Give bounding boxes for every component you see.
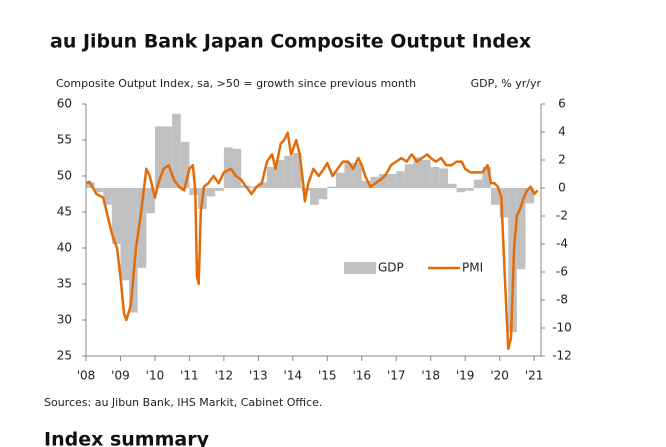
gdp-bar: [258, 182, 267, 188]
gdp-bar: [137, 188, 147, 268]
gdp-bar: [215, 188, 224, 191]
gdp-bar: [465, 188, 474, 191]
gdp-bar: [120, 188, 130, 281]
gdp-bar: [430, 167, 440, 188]
gdp-bar: [206, 188, 216, 197]
x-tick-label: '08: [77, 369, 96, 383]
gdp-bar: [378, 174, 388, 188]
y-tick-label: 35: [57, 277, 72, 291]
x-tick-label: '15: [318, 369, 337, 383]
x-tick-label: '14: [284, 369, 303, 383]
gdp-bar: [387, 174, 397, 188]
x-tick-label: '11: [180, 369, 199, 383]
x-tick-label: '18: [421, 369, 440, 383]
source: Sources: au Jibun Bank, IHS Markit, Cabi…: [44, 396, 322, 409]
y-tick-label: 45: [57, 205, 72, 219]
x-tick-label: '21: [525, 369, 544, 383]
gdp-bar: [473, 179, 483, 188]
gdp-bar: [439, 168, 448, 188]
y-axis-label: Composite Output Index, sa, >50 = growth…: [56, 77, 416, 90]
y-tick-label: 40: [57, 241, 72, 255]
gdp-bar: [482, 167, 492, 188]
gdp-bar: [318, 188, 328, 200]
gdp-bar: [335, 172, 345, 188]
y-tick-label: 60: [57, 97, 72, 111]
x-tick-label: '17: [387, 369, 406, 383]
gdp-bar: [353, 162, 362, 188]
gdp-bar: [129, 188, 138, 313]
gdp-bar: [456, 188, 466, 193]
x-tick-label: '16: [352, 369, 371, 383]
gdp-bar: [301, 188, 311, 191]
gdp-bar: [499, 188, 509, 218]
gdp-bar: [103, 188, 112, 205]
y2-tick-label: -12: [552, 349, 572, 363]
y2-tick-label: 6: [558, 97, 566, 111]
gdp-bar: [154, 126, 164, 188]
gdp-bar: [172, 113, 181, 188]
gdp-bar: [413, 157, 423, 188]
y2-tick-label: 4: [558, 125, 566, 139]
y-tick-label: 50: [57, 169, 72, 183]
legend-swatch: [344, 262, 376, 274]
section-heading: Index summary: [44, 429, 210, 447]
gdp-bar: [111, 188, 121, 244]
gdp-bar: [163, 126, 173, 188]
y2-tick-label: -10: [552, 321, 572, 335]
x-tick-label: '12: [215, 369, 234, 383]
gdp-bar: [396, 171, 405, 188]
gdp-bar: [422, 160, 431, 188]
pmi-line: [85, 131, 539, 351]
gdp-bar: [327, 186, 336, 188]
gdp-bar: [223, 147, 233, 188]
gdp-bar: [266, 167, 276, 188]
gdp-bar: [146, 188, 155, 214]
gdp-bar: [447, 183, 457, 188]
gdp-bar: [310, 188, 319, 205]
gdp-bar: [249, 186, 259, 188]
gdp-bar: [525, 188, 535, 204]
gdp-bar: [180, 141, 190, 188]
gdp-bar: [189, 188, 199, 195]
y2-tick-label: 0: [558, 181, 566, 195]
gdp-bar: [491, 188, 500, 205]
chart-title: au Jibun Bank Japan Composite Output Ind…: [50, 31, 531, 53]
gdp-bar: [516, 188, 526, 270]
y2-tick-label: -6: [556, 265, 568, 279]
y2-tick-label: -8: [556, 293, 568, 307]
x-tick-label: '20: [490, 369, 509, 383]
y-tick-label: 30: [57, 313, 72, 327]
y2-axis-label: GDP, % yr/yr: [471, 77, 542, 90]
gdp-bar: [292, 153, 302, 188]
y2-tick-label: -4: [556, 237, 568, 251]
y2-tick-label: 2: [558, 153, 566, 167]
gdp-bar: [94, 188, 104, 193]
gdp-bar: [361, 181, 371, 188]
x-tick-label: '19: [456, 369, 475, 383]
gdp-bar: [404, 164, 414, 188]
gdp-bar: [344, 162, 354, 188]
gdp-bar: [232, 148, 242, 188]
x-tick-label: '10: [146, 369, 165, 383]
x-tick-label: '13: [249, 369, 268, 383]
x-tick-label: '09: [111, 369, 130, 383]
legend-label: GDP: [378, 261, 404, 275]
gdp-bar: [284, 155, 293, 188]
y-tick-label: 25: [57, 349, 72, 363]
y-tick-label: 55: [57, 133, 72, 147]
gdp-bar: [275, 160, 285, 188]
y2-tick-label: -2: [556, 209, 568, 223]
legend-label: PMI: [462, 261, 483, 275]
